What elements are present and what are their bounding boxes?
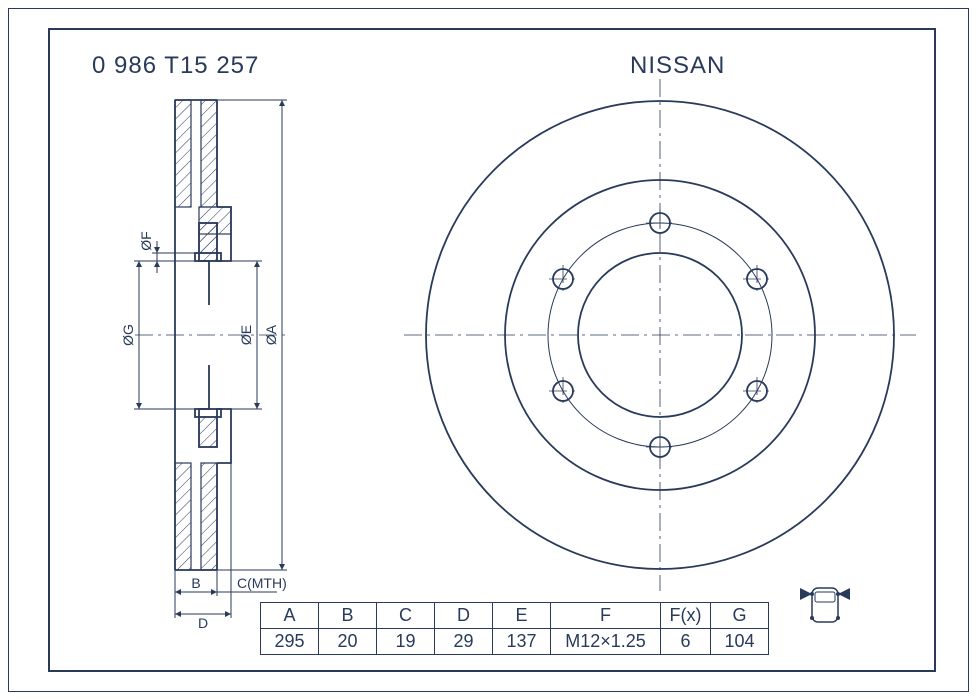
table-value-row: 295201929137M12×1.256104 bbox=[261, 629, 769, 655]
svg-text:ØE: ØE bbox=[238, 325, 254, 345]
table-header-cell: D bbox=[435, 603, 493, 629]
table-value-cell: 6 bbox=[661, 629, 711, 655]
table-value-cell: M12×1.25 bbox=[551, 629, 661, 655]
front-view bbox=[404, 79, 916, 591]
svg-text:ØA: ØA bbox=[263, 324, 279, 345]
table-header-cell: B bbox=[319, 603, 377, 629]
table-value-cell: 137 bbox=[493, 629, 551, 655]
table-header-cell: G bbox=[711, 603, 769, 629]
spec-table: ABCDEFF(x)G 295201929137M12×1.256104 bbox=[260, 602, 769, 655]
table-header-cell: E bbox=[493, 603, 551, 629]
table-header-cell: F(x) bbox=[661, 603, 711, 629]
svg-text:ØG: ØG bbox=[120, 324, 136, 346]
table-header-cell: A bbox=[261, 603, 319, 629]
table-header-cell: F bbox=[551, 603, 661, 629]
table-value-cell: 104 bbox=[711, 629, 769, 655]
svg-text:C(MTH): C(MTH) bbox=[237, 575, 287, 591]
svg-text:D: D bbox=[198, 615, 208, 631]
table-value-cell: 295 bbox=[261, 629, 319, 655]
table-value-cell: 20 bbox=[319, 629, 377, 655]
table-header-cell: C bbox=[377, 603, 435, 629]
table-value-cell: 19 bbox=[377, 629, 435, 655]
svg-text:B: B bbox=[191, 575, 200, 591]
axle-position-icon bbox=[800, 580, 870, 640]
table-value-cell: 29 bbox=[435, 629, 493, 655]
table-header-row: ABCDEFF(x)G bbox=[261, 603, 769, 629]
svg-text:ØF: ØF bbox=[138, 231, 154, 250]
